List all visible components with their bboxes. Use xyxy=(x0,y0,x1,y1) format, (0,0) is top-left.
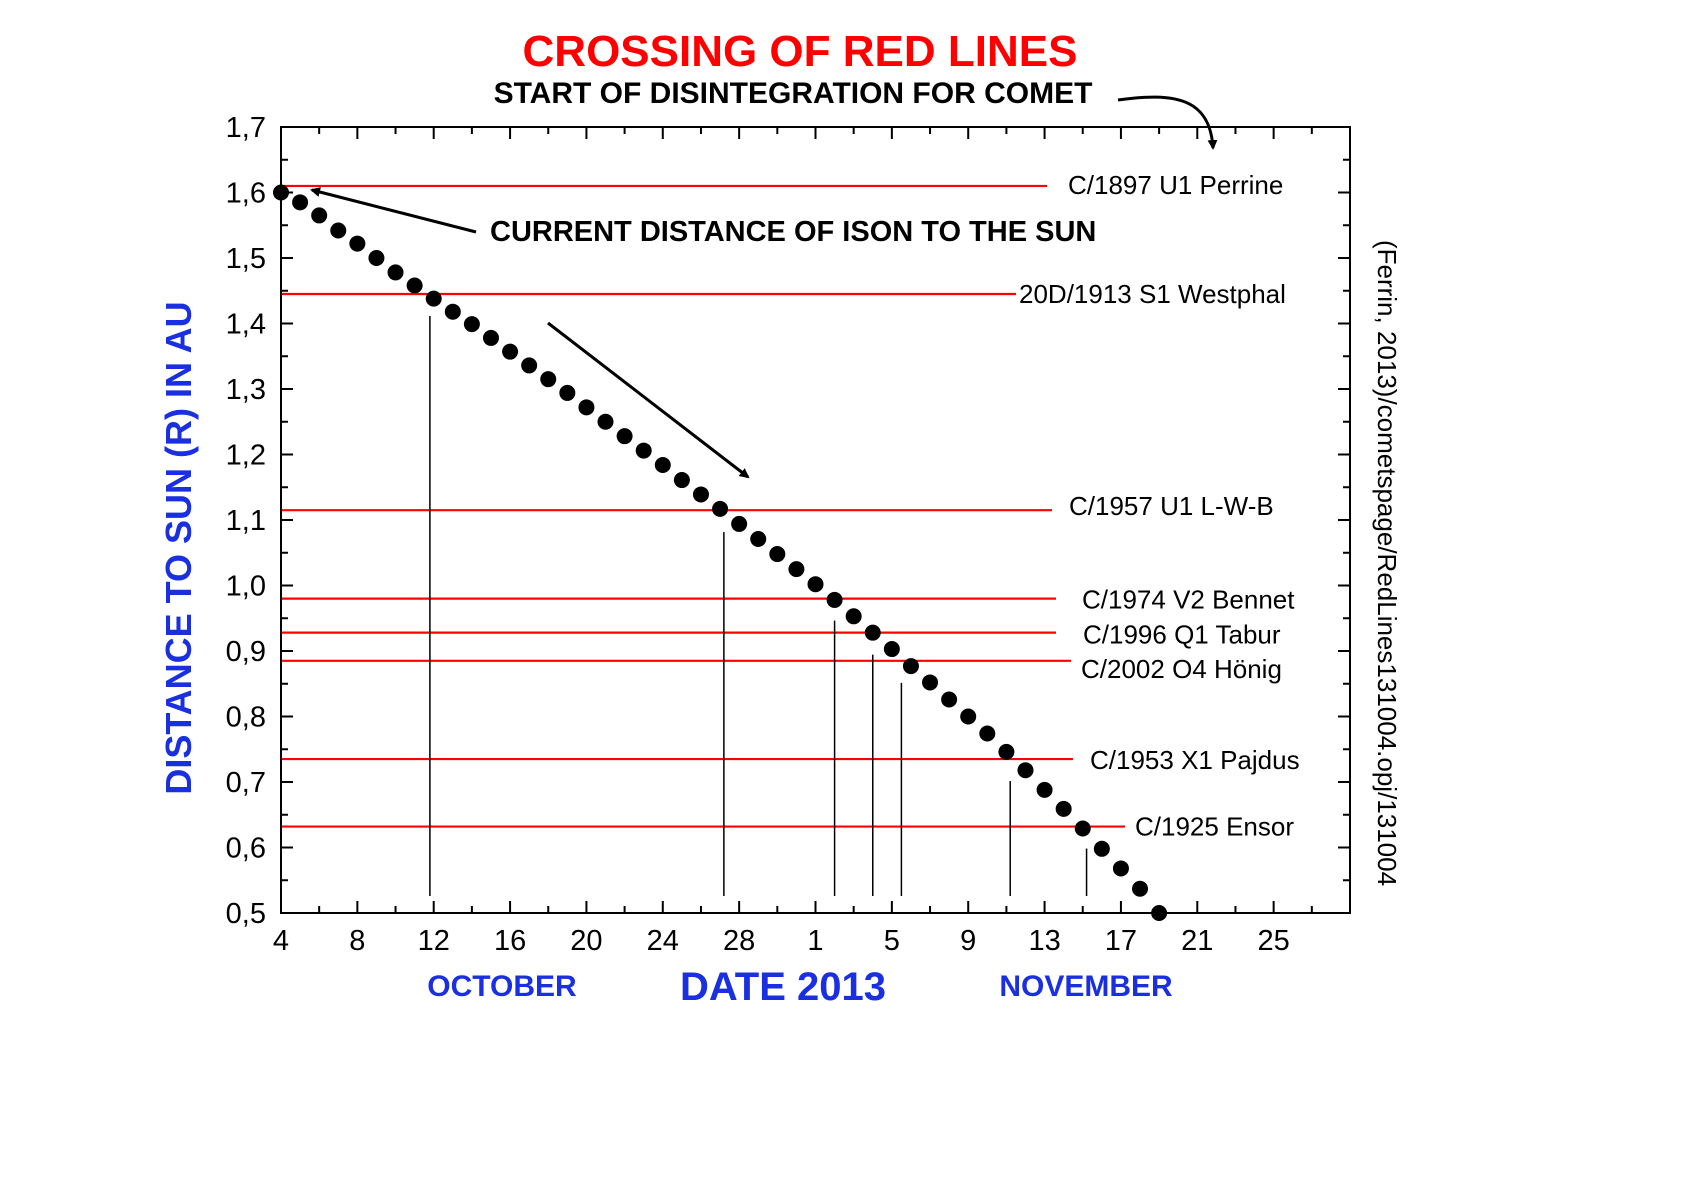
ison-point xyxy=(311,207,328,224)
red-line-label: C/1996 Q1 Tabur xyxy=(1083,620,1281,650)
red-line-labels: C/1897 U1 Perrine 20D/1913 S1 Westphal C/1… xyxy=(1019,170,1300,842)
y-tick-labels: 1,7 1,6 1,5 1,4 1,3 1,2 1,1 1,0 0,9 0,8 0,7 0,6 0,5 xyxy=(226,112,266,930)
ison-point xyxy=(864,624,881,641)
x-tick-label: 8 xyxy=(349,925,365,957)
ticks-layer xyxy=(280,126,1351,914)
ison-point xyxy=(425,290,442,307)
subtitle-arrow xyxy=(1117,95,1218,150)
x-tick-label: 12 xyxy=(418,925,450,957)
red-line-label: C/1974 V2 Bennet xyxy=(1082,585,1295,615)
crossing-lines-layer xyxy=(429,316,1088,896)
x-axis-label: DATE 2013 xyxy=(680,965,886,1009)
ison-point xyxy=(292,194,309,211)
red-line-label: C/1957 U1 L-W-B xyxy=(1069,491,1274,521)
red-line-label: C/1953 X1 Pajdus xyxy=(1090,745,1300,775)
ison-point xyxy=(826,591,843,608)
ison-point xyxy=(463,316,480,333)
ison-point xyxy=(406,277,423,294)
ison-point xyxy=(979,725,996,742)
y-tick-label: 1,7 xyxy=(226,112,266,144)
y-tick-label: 1,2 xyxy=(226,440,266,472)
ison-point xyxy=(883,641,900,658)
x-tick-label: 1 xyxy=(807,925,823,957)
ison-point xyxy=(998,743,1015,760)
ison-point xyxy=(444,303,461,320)
x-tick-label: 16 xyxy=(494,925,526,957)
red-line-label: C/2002 O4 Hönig xyxy=(1081,654,1282,684)
x-tick-label: 4 xyxy=(273,925,289,957)
ison-points-layer xyxy=(273,184,1168,921)
ison-point xyxy=(368,250,385,266)
ison-point xyxy=(788,561,805,578)
x-tick-label: 5 xyxy=(884,925,900,957)
chart-subtitle: START OF DISINTEGRATION FOR COMET xyxy=(494,77,1093,110)
y-tick-label: 1,3 xyxy=(226,374,266,406)
month-label-october: OCTOBER xyxy=(427,970,577,1003)
ison-point xyxy=(807,576,824,593)
x-tick-label: 13 xyxy=(1028,925,1060,957)
ison-point xyxy=(654,456,671,473)
direction-arrow xyxy=(547,321,750,479)
y-tick-label: 1,6 xyxy=(226,178,266,210)
ison-point xyxy=(559,384,576,401)
ison-point xyxy=(1093,840,1110,857)
x-tick-label: 21 xyxy=(1181,925,1213,957)
ison-point xyxy=(1112,860,1129,877)
ison-point xyxy=(692,486,709,503)
ison-point xyxy=(712,500,729,517)
ison-point xyxy=(597,413,614,430)
ison-point xyxy=(482,329,499,346)
ison-point xyxy=(731,515,748,532)
ison-point xyxy=(1132,880,1149,897)
ison-point xyxy=(616,428,633,445)
x-tick-label: 24 xyxy=(647,925,679,957)
ison-point xyxy=(902,658,919,675)
ison-point xyxy=(578,399,595,416)
ison-point xyxy=(845,608,862,625)
ison-point xyxy=(540,371,557,388)
x-tick-label: 25 xyxy=(1258,925,1290,957)
annotation-text: CURRENT DISTANCE OF ISON TO THE SUN xyxy=(490,216,1096,248)
red-line-label: 20D/1913 S1 Westphal xyxy=(1019,279,1286,309)
y-tick-label: 1,5 xyxy=(226,243,266,275)
y-tick-label: 1,4 xyxy=(226,309,266,341)
y-tick-label: 0,9 xyxy=(226,636,266,668)
y-axis-label: DISTANCE TO SUN (R) IN AU xyxy=(158,301,199,794)
x-tick-label: 17 xyxy=(1105,925,1137,957)
x-tick-label: 9 xyxy=(960,925,976,957)
ison-point xyxy=(521,357,538,374)
ison-point xyxy=(387,264,404,281)
chart-title: CROSSING OF RED LINES xyxy=(523,27,1078,76)
x-tick-label: 28 xyxy=(723,925,755,957)
y-tick-label: 0,5 xyxy=(226,898,266,930)
y-tick-label: 1,1 xyxy=(226,505,266,537)
ison-point xyxy=(673,472,690,489)
annotation-arrow xyxy=(310,187,477,234)
ison-point xyxy=(1036,781,1053,798)
ison-point xyxy=(1017,762,1034,779)
red-line-label: C/1925 Ensor xyxy=(1135,812,1294,842)
ison-point xyxy=(349,235,366,252)
ison-point xyxy=(960,708,977,725)
ison-point xyxy=(330,222,347,239)
ison-point xyxy=(750,530,767,547)
y-tick-label: 1,0 xyxy=(226,571,266,603)
ison-point xyxy=(635,442,652,459)
ison-point xyxy=(1055,800,1072,817)
red-lines-layer xyxy=(281,184,1125,828)
ison-point xyxy=(769,546,786,563)
y-tick-label: 0,7 xyxy=(226,767,266,799)
ison-point xyxy=(502,343,519,360)
month-label-november: NOVEMBER xyxy=(999,970,1173,1003)
ison-point xyxy=(941,691,958,708)
y-tick-label: 0,8 xyxy=(226,702,266,734)
red-line-label: C/1897 U1 Perrine xyxy=(1068,170,1283,200)
x-tick-labels: 4 8 12 16 20 24 28 1 5 9 13 17 21 25 xyxy=(273,925,1290,957)
ison-point xyxy=(922,674,939,691)
x-tick-label: 20 xyxy=(570,925,602,957)
ison-point xyxy=(1074,820,1091,837)
source-note: (Ferrin, 2013)/cometspage/RedLines131004… xyxy=(1372,240,1402,886)
y-tick-label: 0,6 xyxy=(226,833,266,865)
